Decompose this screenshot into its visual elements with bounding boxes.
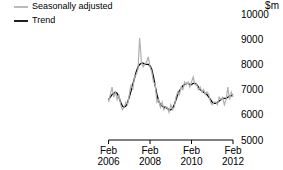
svg-text:Feb2012: Feb2012 bbox=[222, 145, 245, 167]
html-text:$m: $m bbox=[265, 0, 279, 11]
svg-text:5000: 5000 bbox=[241, 135, 264, 146]
svg-text:6000: 6000 bbox=[241, 109, 264, 120]
html-text:Trend: Trend bbox=[32, 15, 56, 26]
svg-text:8000: 8000 bbox=[241, 59, 264, 70]
svg-text:Feb2010: Feb2010 bbox=[180, 145, 203, 167]
svg-text:Feb2006: Feb2006 bbox=[97, 145, 120, 167]
svg-text:7000: 7000 bbox=[241, 84, 264, 95]
html-text:Seasonally adjusted: Seasonally adjusted bbox=[32, 1, 113, 12]
svg-text:10000: 10000 bbox=[241, 9, 269, 20]
svg-text:Feb2008: Feb2008 bbox=[139, 145, 162, 167]
svg-text:9000: 9000 bbox=[241, 34, 264, 45]
